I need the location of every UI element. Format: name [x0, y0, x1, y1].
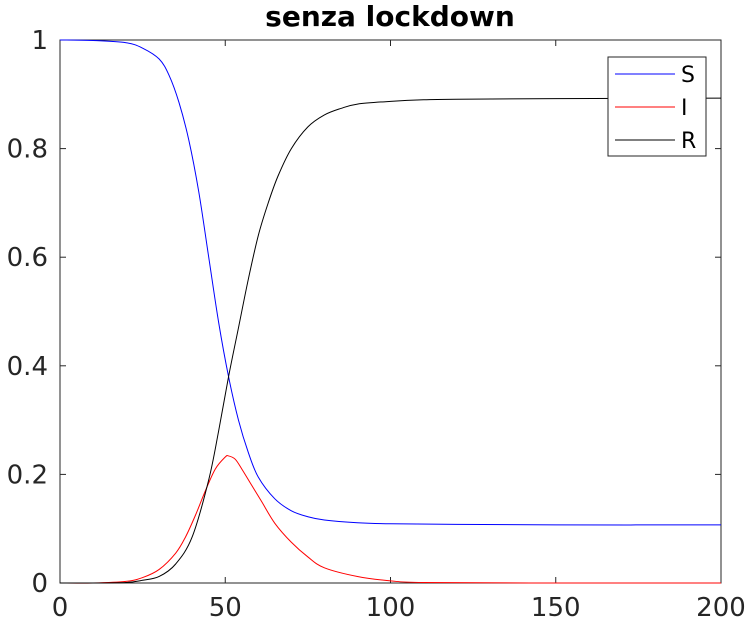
y-tick-label: 0.2	[7, 460, 48, 490]
legend-label-R: R	[681, 129, 696, 154]
x-axis-ticks: 0 50 100 150 200	[52, 40, 746, 623]
x-tick-label: 0	[52, 593, 69, 623]
series-line-S	[59, 39, 722, 526]
y-tick-label: 1	[31, 26, 48, 56]
y-tick-label: 0.4	[7, 352, 48, 382]
y-axis-ticks: 0 0.2 0.4 0.6 0.8 1	[7, 26, 721, 599]
series-layer	[59, 39, 722, 584]
series-line-I	[59, 455, 722, 584]
x-tick-label: 100	[366, 593, 416, 623]
legend-label-I: I	[681, 96, 688, 121]
chart-title: senza lockdown	[265, 0, 515, 33]
legend: SIR	[607, 56, 707, 157]
x-tick-label: 50	[209, 593, 242, 623]
series-line-R	[59, 97, 722, 584]
legend-label-S: S	[681, 63, 695, 88]
y-tick-label: 0.8	[7, 135, 48, 165]
x-tick-label: 150	[531, 593, 581, 623]
x-tick-label: 200	[696, 593, 746, 623]
y-tick-label: 0	[31, 569, 48, 599]
y-tick-label: 0.6	[7, 243, 48, 273]
